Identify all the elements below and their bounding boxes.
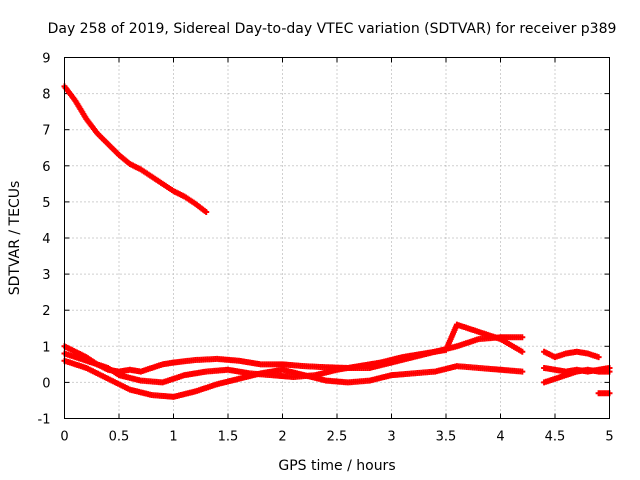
y-tick-label: 0 xyxy=(42,376,50,391)
grid xyxy=(64,57,610,419)
data-point xyxy=(519,368,526,375)
axis-ticks: 0 0.5 1 1.5 2 2.5 3 3.5 4 4.5 5 -1 0 1 2 3 4 5 6 7 8 9 xyxy=(38,52,614,445)
y-axis-label: SDTVAR / TECUs xyxy=(7,181,23,296)
data-point xyxy=(595,354,602,361)
x-tick-label: 3.5 xyxy=(436,430,457,445)
x-tick-label: 2.5 xyxy=(327,430,348,445)
plot-frame xyxy=(64,57,610,419)
series-track-a xyxy=(61,83,210,216)
chart-title: Day 258 of 2019, Sidereal Day-to-day VTE… xyxy=(48,21,617,37)
x-tick-label: 0.5 xyxy=(109,430,130,445)
data-point xyxy=(203,209,210,216)
x-tick-label: 1 xyxy=(169,430,177,445)
series-track-c xyxy=(61,321,526,386)
y-tick-label: -1 xyxy=(38,413,51,428)
x-tick-label: 3 xyxy=(387,430,395,445)
y-tick-label: 7 xyxy=(42,124,50,139)
y-tick-label: 2 xyxy=(42,304,50,319)
x-tick-label: 4.5 xyxy=(545,430,566,445)
y-tick-label: 4 xyxy=(42,232,50,247)
x-tick-label: 4 xyxy=(496,430,504,445)
series-track-e xyxy=(541,348,613,397)
y-tick-label: 9 xyxy=(42,52,50,67)
x-tick-label: 0 xyxy=(60,430,68,445)
x-tick-label: 2 xyxy=(278,430,286,445)
x-tick-label: 1.5 xyxy=(218,430,239,445)
y-tick-label: 8 xyxy=(42,88,50,103)
y-tick-label: 5 xyxy=(42,196,50,211)
data-points xyxy=(61,83,613,400)
y-tick-label: 1 xyxy=(42,340,50,355)
data-point xyxy=(519,348,526,355)
x-axis-label: GPS time / hours xyxy=(278,458,395,474)
data-point xyxy=(519,334,526,341)
y-tick-label: 6 xyxy=(42,160,50,175)
series-track-d xyxy=(61,357,526,400)
y-tick-label: 3 xyxy=(42,268,50,283)
x-tick-label: 5 xyxy=(605,430,613,445)
